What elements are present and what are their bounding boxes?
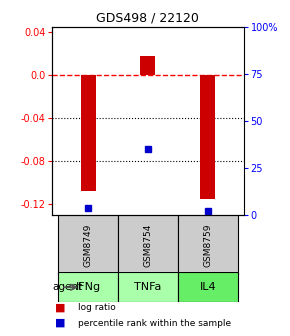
Text: ■: ■ — [55, 302, 66, 312]
Text: GSM8754: GSM8754 — [143, 223, 153, 267]
Text: percentile rank within the sample: percentile rank within the sample — [78, 319, 231, 328]
Bar — [178, 215, 238, 276]
Bar — [58, 215, 118, 276]
Text: IFNg: IFNg — [75, 282, 101, 292]
Bar — [140, 56, 155, 75]
Text: GSM8759: GSM8759 — [203, 223, 212, 267]
Bar — [118, 215, 178, 276]
Text: log ratio: log ratio — [78, 303, 116, 312]
Bar — [81, 75, 96, 192]
Title: GDS498 / 22120: GDS498 / 22120 — [97, 11, 199, 24]
Text: ■: ■ — [55, 318, 66, 328]
Bar — [178, 272, 238, 302]
Bar — [118, 272, 178, 302]
Text: TNFa: TNFa — [134, 282, 162, 292]
Text: GSM8749: GSM8749 — [84, 223, 93, 267]
Bar — [58, 272, 118, 302]
Text: agent: agent — [52, 282, 82, 292]
Text: IL4: IL4 — [200, 282, 216, 292]
Bar — [200, 75, 215, 199]
